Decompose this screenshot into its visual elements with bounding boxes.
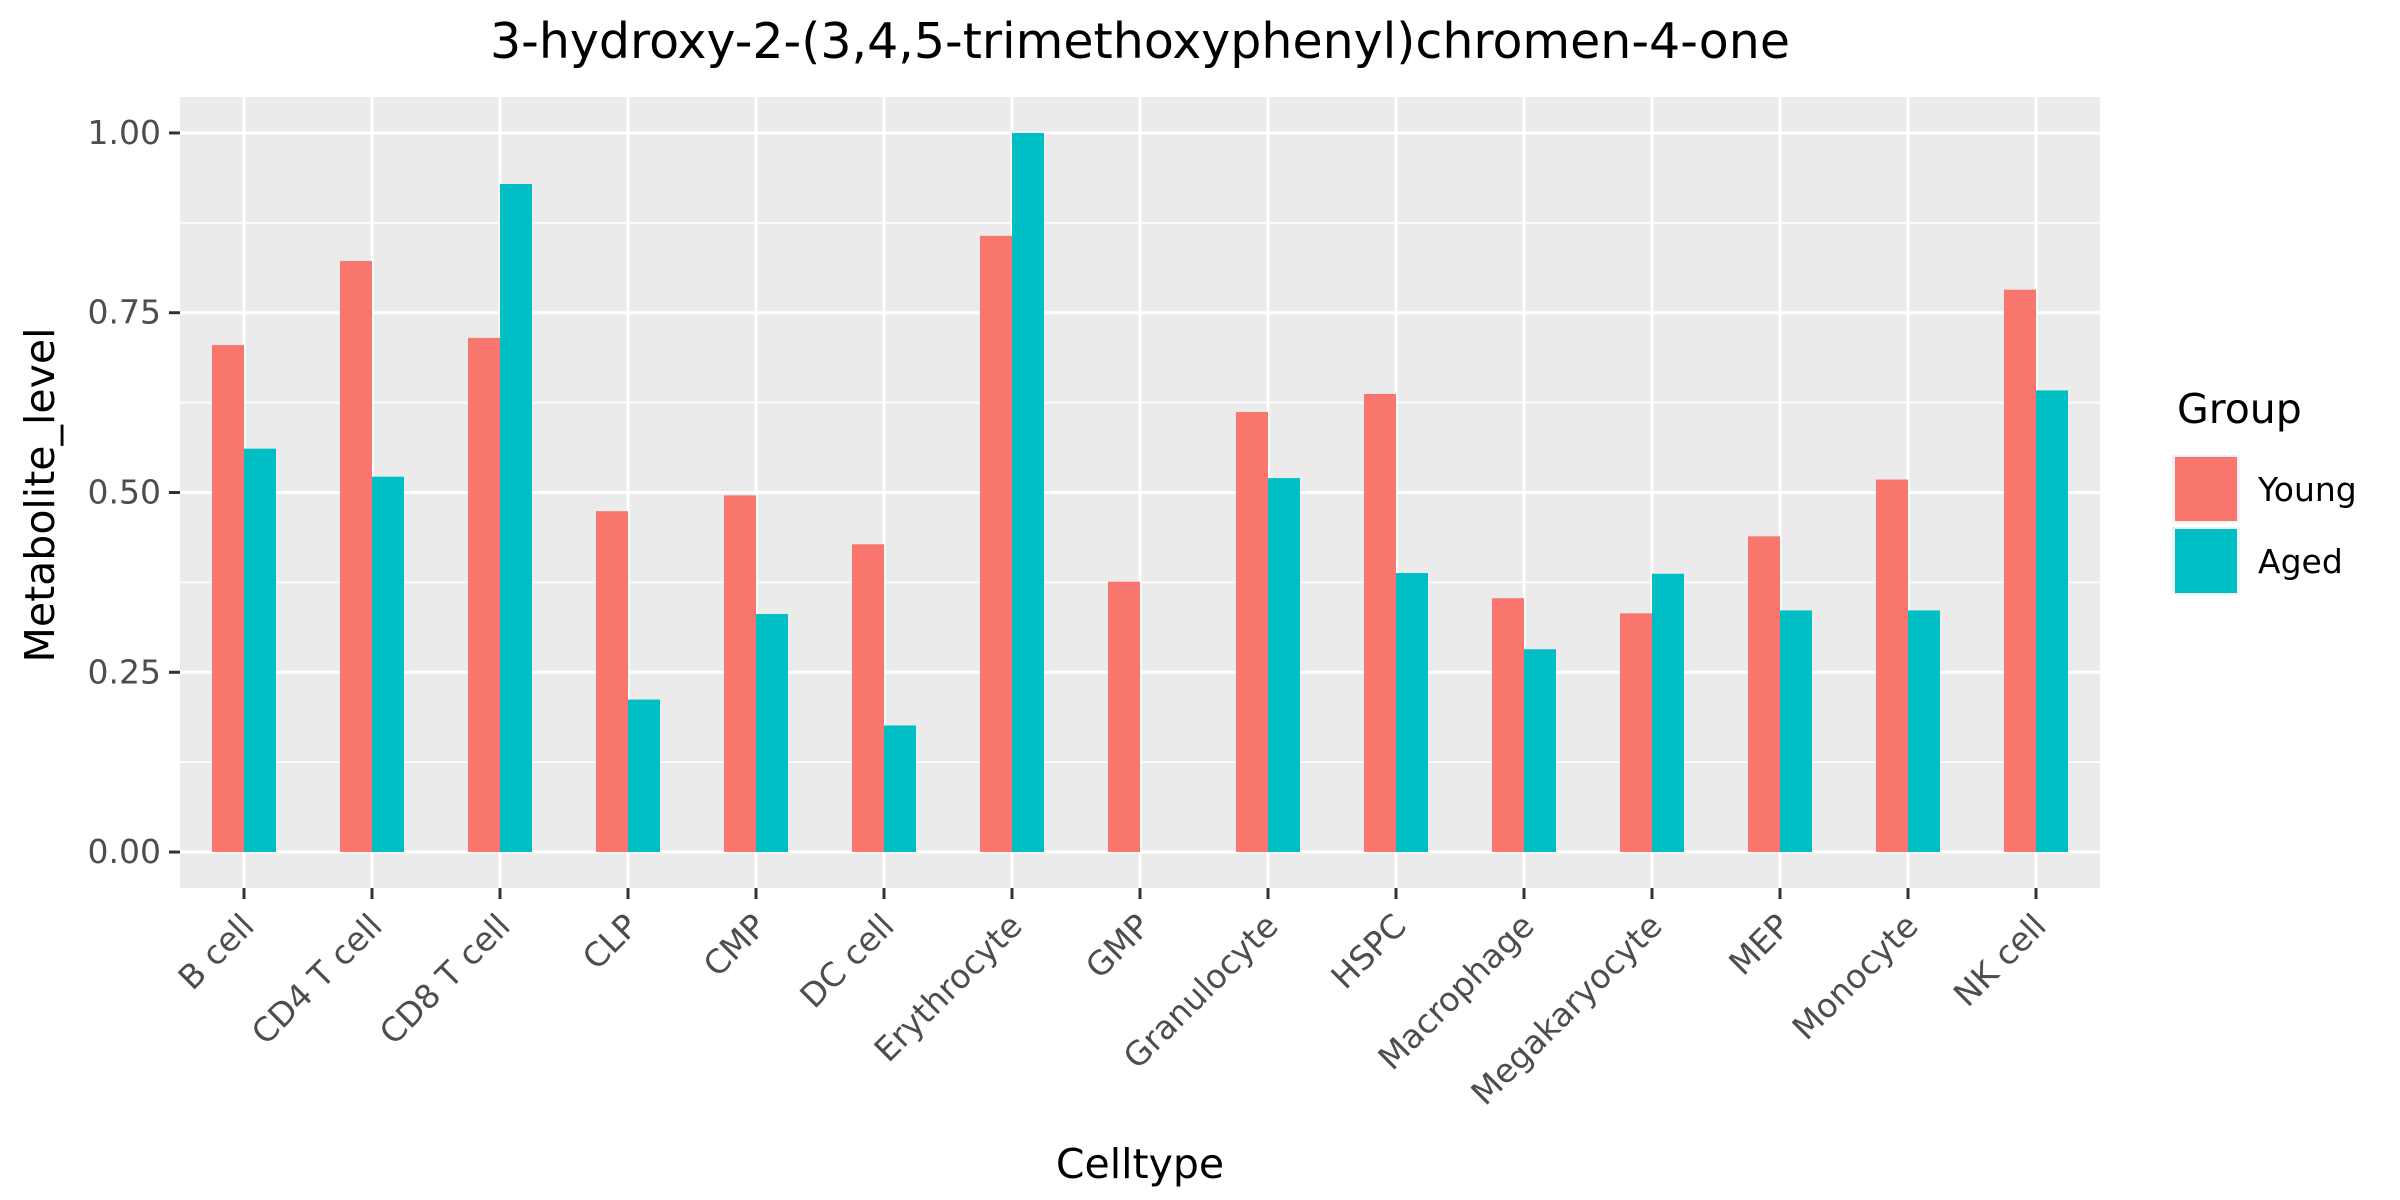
y-tick-label: 0.25	[88, 652, 161, 691]
bar-aged-erythrocyte	[1012, 132, 1044, 853]
bar-young-dc-cell	[852, 544, 884, 853]
bar-young-gmp	[1108, 581, 1140, 853]
x-tick-label: CD8 T cell	[372, 906, 518, 1052]
bar-aged-nk-cell	[2036, 390, 2068, 853]
bar-young-monocyte	[1876, 479, 1908, 853]
legend-label-aged: Aged	[2258, 542, 2343, 581]
bar-aged-cd8-t-cell	[500, 184, 532, 853]
bar-young-nk-cell	[2004, 289, 2036, 853]
legend-swatch-young	[2175, 457, 2237, 521]
x-tick-label: GMP	[1078, 906, 1158, 986]
y-tick-label: 0.00	[88, 832, 161, 871]
bar-aged-clp	[628, 699, 660, 853]
y-axis-title: Metabolite_level	[16, 328, 64, 663]
bar-young-hspc	[1364, 393, 1396, 853]
y-tick-label: 0.75	[88, 293, 161, 332]
bar-aged-hspc	[1396, 573, 1428, 853]
y-tick-label: 1.00	[88, 113, 161, 152]
x-tick-label: MEP	[1721, 906, 1798, 983]
bar-aged-mep	[1780, 610, 1812, 853]
bar-aged-megakaryocyte	[1652, 573, 1684, 853]
bar-aged-granulocyte	[1268, 478, 1300, 853]
bar-aged-b-cell	[244, 448, 276, 853]
legend-label-young: Young	[2257, 470, 2357, 509]
bar-young-macrophage	[1492, 598, 1524, 853]
bar-aged-dc-cell	[884, 725, 916, 853]
bar-aged-macrophage	[1524, 649, 1556, 853]
chart-title: 3-hydroxy-2-(3,4,5-trimethoxyphenyl)chro…	[490, 13, 1790, 70]
legend-title: Group	[2177, 385, 2302, 433]
bar-aged-monocyte	[1908, 610, 1940, 853]
bar-young-granulocyte	[1236, 411, 1268, 853]
y-tick-label: 0.50	[88, 473, 161, 512]
x-tick-label: CLP	[575, 906, 646, 977]
x-tick-label: NK cell	[1946, 906, 2054, 1014]
x-tick-label: DC cell	[792, 906, 901, 1015]
x-axis-title: Celltype	[1056, 1140, 1224, 1188]
bar-aged-cd4-t-cell	[372, 476, 404, 853]
bar-young-cd4-t-cell	[340, 260, 372, 853]
bar-young-b-cell	[212, 345, 244, 853]
x-tick-label: CMP	[696, 906, 774, 984]
bar-young-cd8-t-cell	[468, 337, 500, 853]
x-tick-label: CD4 T cell	[244, 906, 390, 1052]
x-tick-label: HSPC	[1323, 906, 1413, 996]
bar-aged-cmp	[756, 614, 788, 853]
bar-young-mep	[1748, 536, 1780, 853]
bar-young-clp	[596, 511, 628, 853]
bar-young-erythrocyte	[980, 235, 1012, 853]
bar-young-cmp	[724, 495, 756, 853]
x-tick-label: Monocyte	[1784, 906, 1925, 1047]
x-tick-label: B cell	[170, 906, 261, 997]
legend-swatch-aged	[2175, 529, 2237, 593]
bar-young-megakaryocyte	[1620, 613, 1652, 853]
legend: Group Young Aged	[2172, 385, 2357, 595]
